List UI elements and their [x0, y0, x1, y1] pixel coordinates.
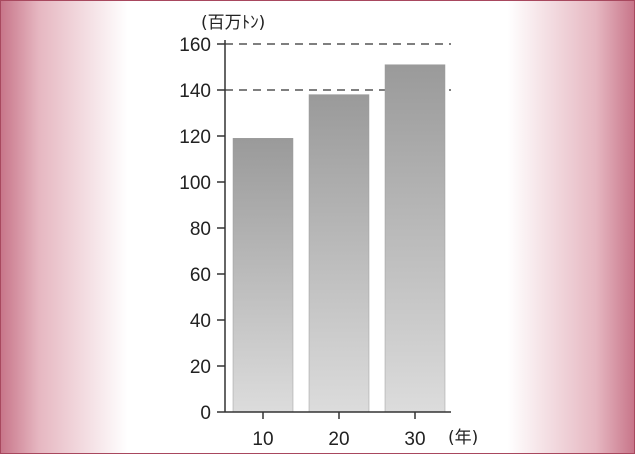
- x-tick-labels: 10 20 30: [252, 429, 425, 450]
- y-tick-label: 120: [179, 127, 211, 148]
- y-tick-label: 160: [179, 35, 211, 56]
- x-axis-unit-label: (年): [448, 428, 478, 448]
- bar-10: [232, 138, 294, 413]
- x-tick-label: 20: [328, 429, 349, 450]
- y-tick-label: 60: [190, 265, 211, 286]
- bar-30: [384, 64, 446, 413]
- bar-20: [308, 94, 370, 413]
- y-tick-label: 40: [190, 311, 211, 332]
- y-tick-label: 100: [179, 173, 211, 194]
- y-axis-unit-label: (百万ﾄﾝ): [201, 13, 265, 33]
- x-tick-label: 10: [252, 429, 273, 450]
- y-tick-label: 0: [200, 403, 211, 424]
- y-tick-label: 20: [190, 357, 211, 378]
- y-tick-label: 80: [190, 219, 211, 240]
- axes: [217, 40, 451, 419]
- y-tick-label: 140: [179, 81, 211, 102]
- bars: [232, 64, 446, 413]
- x-tick-label: 30: [404, 429, 425, 450]
- y-tick-labels: 0 20 40 60 80 100 120 140 160: [179, 35, 211, 424]
